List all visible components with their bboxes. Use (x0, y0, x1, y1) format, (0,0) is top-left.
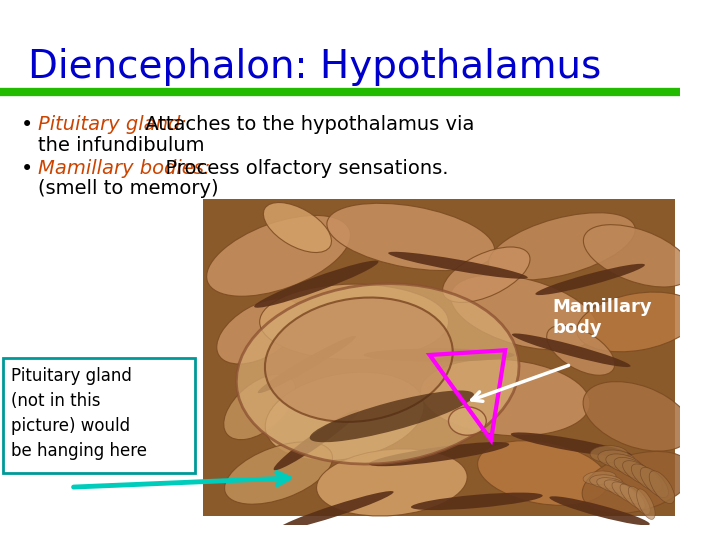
Ellipse shape (264, 202, 331, 253)
Ellipse shape (317, 449, 467, 516)
Ellipse shape (224, 374, 296, 440)
Ellipse shape (510, 433, 631, 457)
Ellipse shape (631, 464, 662, 491)
Ellipse shape (583, 382, 692, 451)
Ellipse shape (590, 446, 628, 463)
Ellipse shape (606, 454, 642, 473)
Ellipse shape (577, 292, 698, 352)
Ellipse shape (217, 299, 302, 364)
Ellipse shape (536, 264, 645, 295)
FancyBboxPatch shape (3, 358, 195, 473)
Ellipse shape (310, 390, 474, 442)
Ellipse shape (614, 457, 649, 479)
Ellipse shape (327, 204, 495, 271)
Ellipse shape (546, 325, 615, 375)
Ellipse shape (236, 284, 519, 464)
Ellipse shape (640, 467, 668, 497)
Ellipse shape (598, 450, 635, 468)
Ellipse shape (364, 348, 515, 362)
Text: Mamillary bodies:: Mamillary bodies: (37, 159, 210, 178)
Ellipse shape (583, 225, 691, 287)
Text: Attaches to the hypothalamus via: Attaches to the hypothalamus via (139, 115, 474, 134)
Ellipse shape (254, 261, 379, 308)
Text: •: • (21, 115, 33, 135)
Ellipse shape (411, 492, 543, 510)
Ellipse shape (629, 487, 650, 515)
Text: Process olfactory sensations.: Process olfactory sensations. (153, 159, 449, 178)
Ellipse shape (512, 334, 631, 367)
Ellipse shape (258, 336, 356, 393)
Ellipse shape (623, 461, 656, 485)
Ellipse shape (420, 359, 590, 436)
Ellipse shape (274, 410, 359, 470)
Text: •: • (21, 159, 33, 179)
Text: (smell to memory): (smell to memory) (37, 179, 218, 198)
Ellipse shape (265, 372, 424, 461)
Ellipse shape (649, 471, 675, 503)
Ellipse shape (388, 252, 528, 279)
Ellipse shape (225, 442, 333, 504)
Ellipse shape (636, 489, 655, 519)
Ellipse shape (597, 477, 629, 493)
Ellipse shape (276, 491, 394, 530)
Ellipse shape (583, 471, 616, 484)
Ellipse shape (549, 496, 649, 525)
Text: the infundibulum: the infundibulum (37, 136, 204, 155)
Ellipse shape (488, 213, 635, 280)
Ellipse shape (443, 247, 530, 302)
Ellipse shape (604, 480, 634, 498)
Ellipse shape (265, 298, 453, 422)
Ellipse shape (477, 441, 608, 505)
Ellipse shape (260, 284, 449, 360)
Text: Mamillary
body: Mamillary body (552, 298, 652, 337)
Ellipse shape (582, 451, 693, 514)
Ellipse shape (612, 482, 640, 504)
Ellipse shape (590, 475, 623, 488)
Bar (203, 199, 675, 516)
Ellipse shape (207, 215, 351, 296)
Ellipse shape (620, 484, 645, 509)
Text: Pituitary gland:: Pituitary gland: (37, 115, 186, 134)
Text: Diencephalon: Hypothalamus: Diencephalon: Hypothalamus (28, 48, 602, 86)
Ellipse shape (451, 275, 598, 350)
Ellipse shape (369, 442, 509, 466)
Ellipse shape (449, 407, 486, 435)
Text: Pituitary gland
(not in this
picture) would
be hanging here: Pituitary gland (not in this picture) wo… (12, 367, 148, 460)
